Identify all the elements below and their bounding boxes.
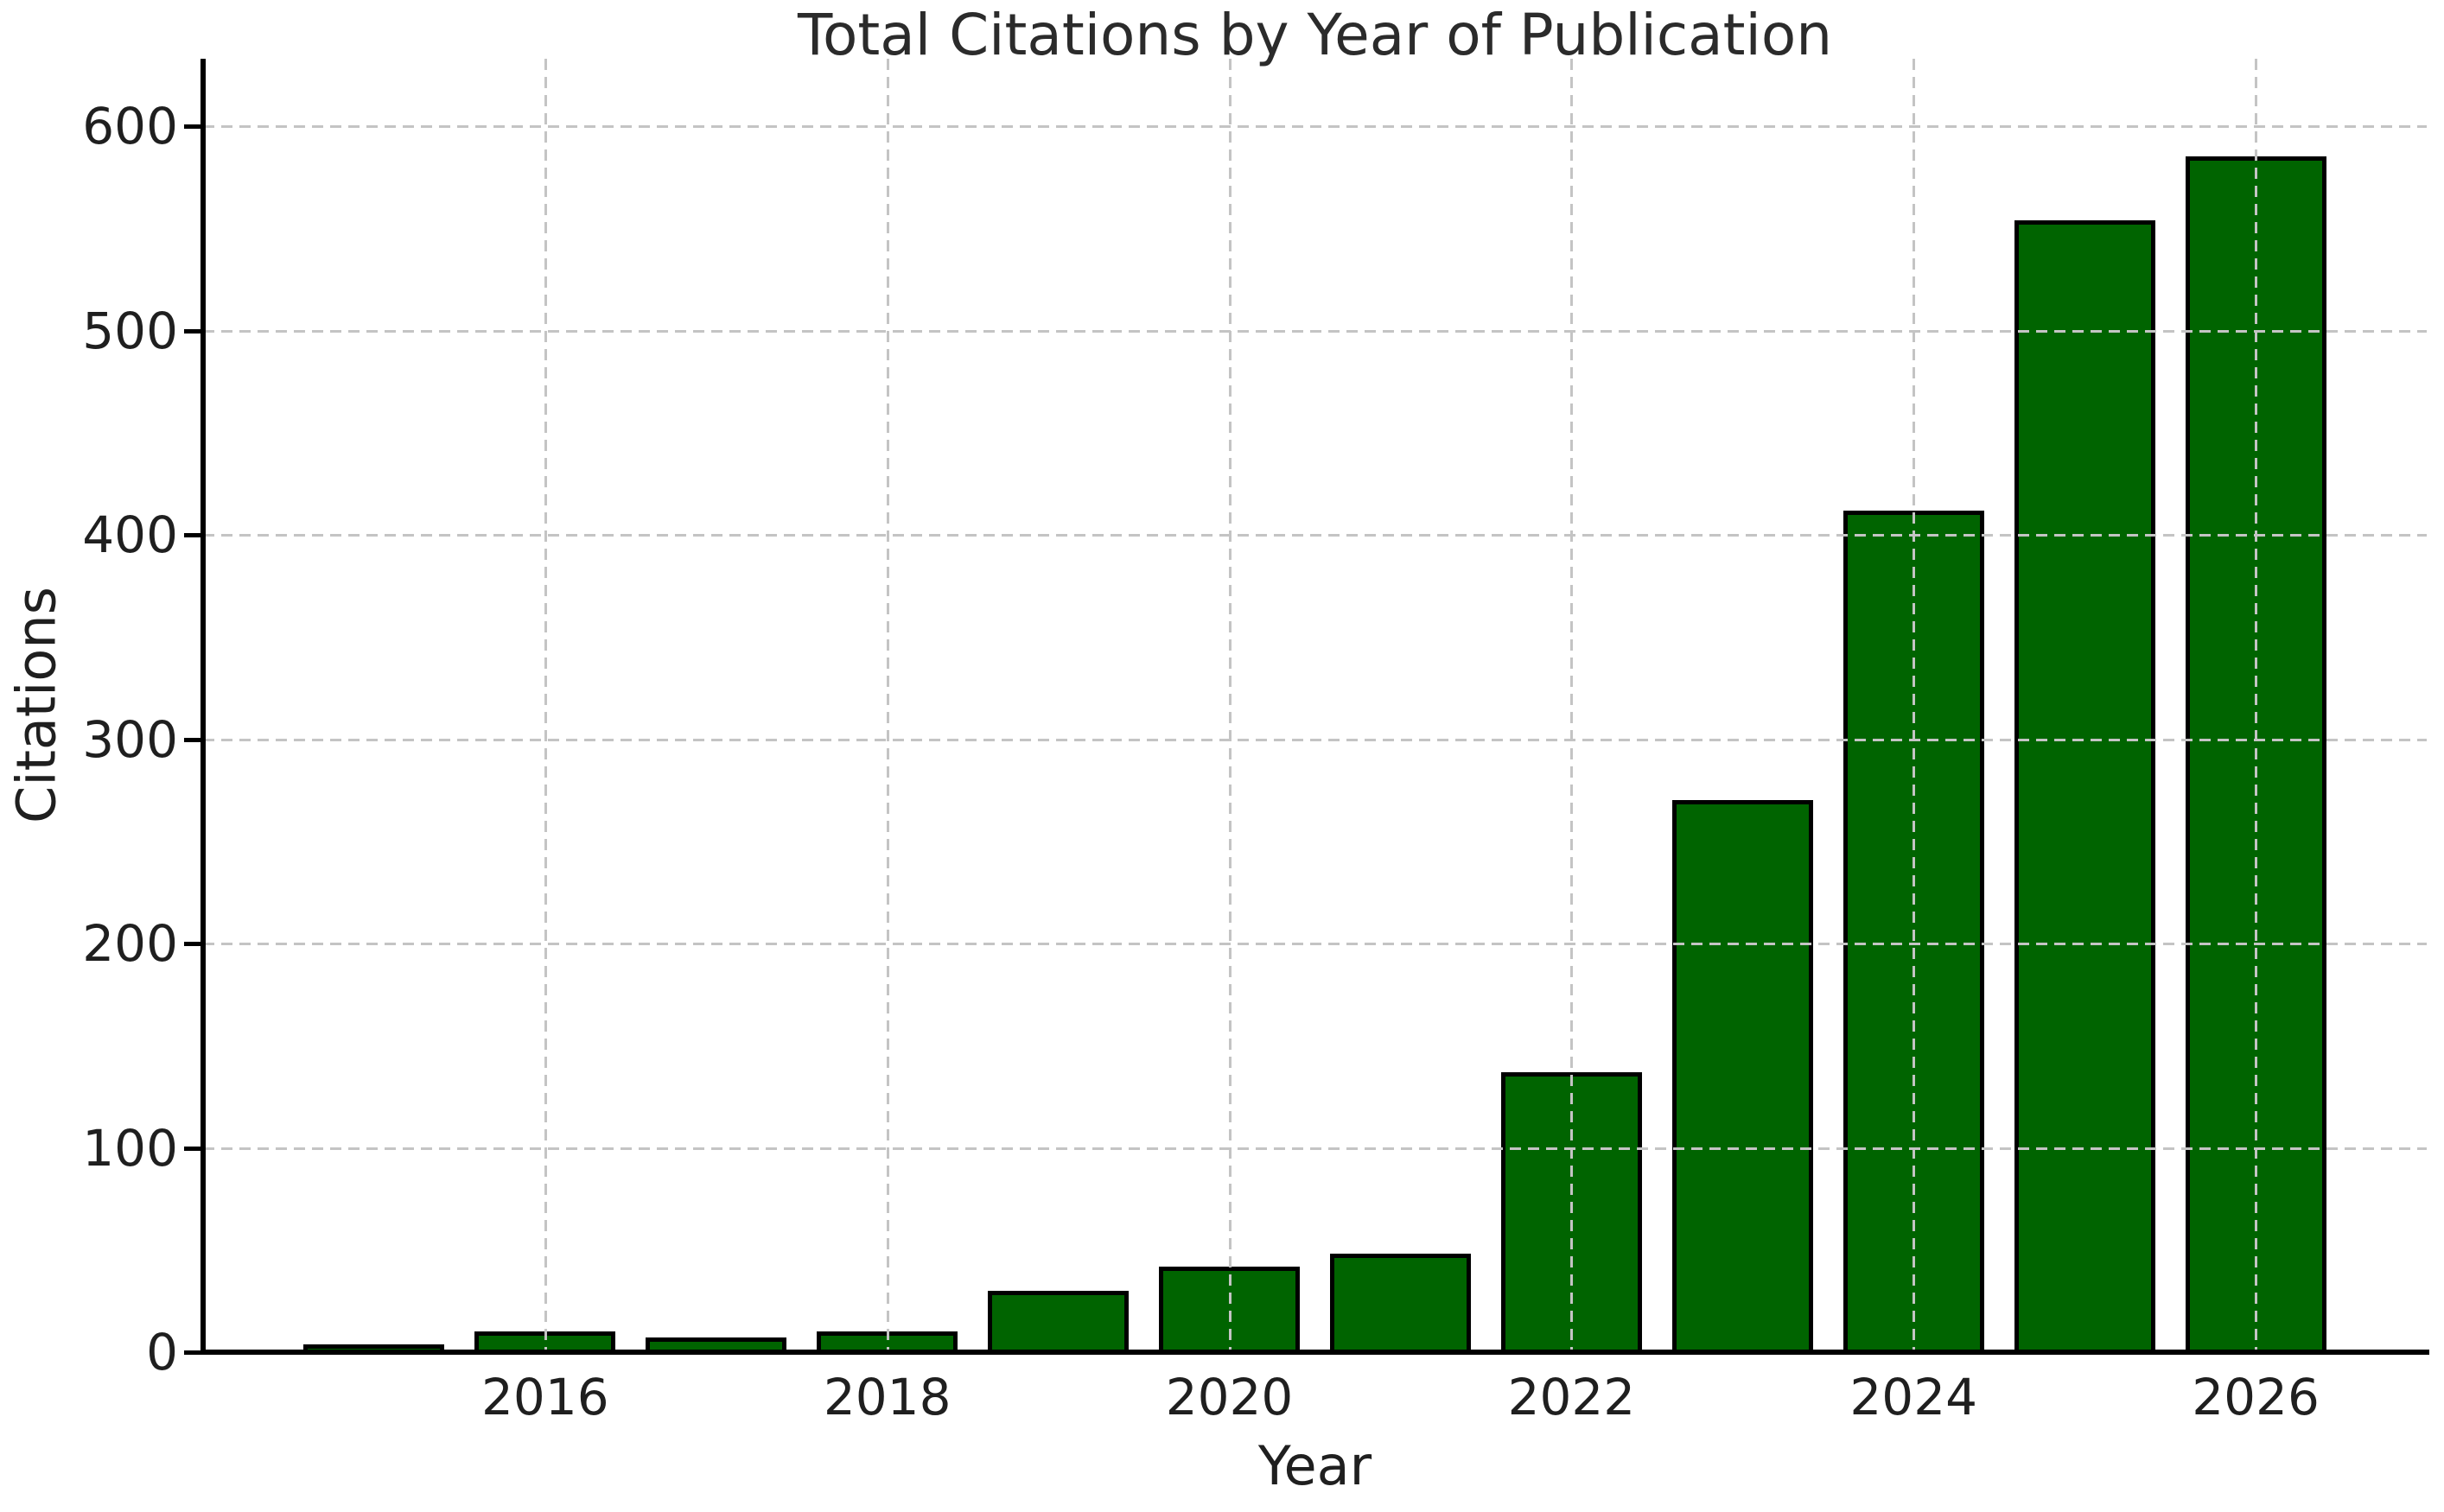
y-tick-mark (184, 1146, 203, 1151)
x-gridline (2255, 59, 2258, 1352)
x-tick-label: 2022 (1507, 1368, 1636, 1426)
y-tick-mark (184, 533, 203, 537)
x-gridline (886, 59, 889, 1352)
y-gridline (203, 125, 2427, 128)
y-gridline (203, 534, 2427, 537)
y-tick-label: 0 (146, 1323, 178, 1382)
chart-title: Total Citations by Year of Publication (797, 2, 1833, 68)
x-axis-label: Year (1257, 1434, 1372, 1497)
y-gridline (203, 943, 2427, 945)
bar (2014, 219, 2155, 1352)
y-gridline (203, 1147, 2427, 1150)
x-tick-label: 2026 (2192, 1368, 2320, 1426)
y-tick-label: 100 (82, 1118, 178, 1178)
y-tick-mark (184, 328, 203, 334)
bar (303, 1344, 445, 1352)
y-tick-label: 400 (82, 505, 178, 564)
bar (646, 1337, 787, 1352)
y-tick-label: 300 (82, 709, 178, 769)
y-tick-mark (184, 942, 203, 946)
x-axis-spine (200, 1350, 2429, 1355)
y-tick-label: 500 (82, 301, 178, 360)
x-tick-label: 2024 (1849, 1368, 1978, 1426)
x-tick-label: 2016 (481, 1368, 609, 1426)
x-gridline (1228, 59, 1232, 1352)
y-tick-label: 200 (82, 914, 178, 973)
y-gridline (203, 738, 2427, 741)
y-tick-mark (184, 737, 203, 742)
x-tick-label: 2018 (823, 1368, 952, 1426)
y-tick-label: 600 (82, 97, 178, 156)
x-gridline (544, 59, 547, 1352)
y-tick-mark (184, 124, 203, 129)
y-gridline (203, 329, 2427, 333)
y-tick-mark (184, 1350, 203, 1355)
y-axis-spine (200, 59, 206, 1355)
x-gridline (1570, 59, 1574, 1352)
bar (988, 1291, 1130, 1352)
x-tick-label: 2020 (1165, 1368, 1294, 1426)
x-gridline (1913, 59, 1916, 1352)
bar (1329, 1254, 1471, 1352)
bar (1671, 800, 1813, 1352)
